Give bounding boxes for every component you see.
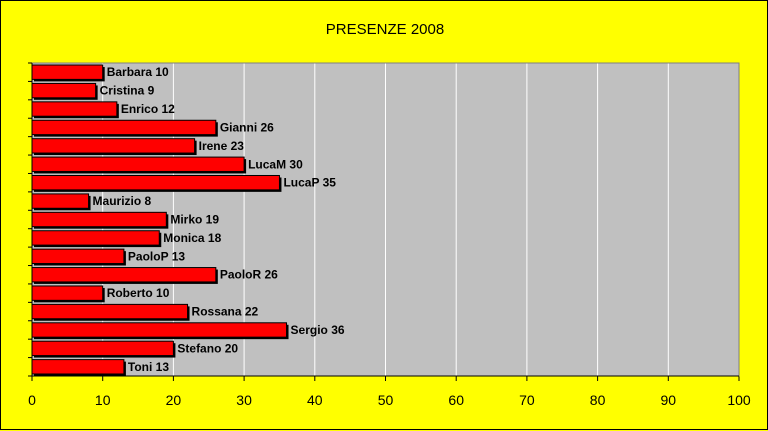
data-label: Roberto 10 xyxy=(107,286,170,300)
data-label: Gianni 26 xyxy=(220,120,274,134)
bar-sergio xyxy=(31,322,288,338)
x-tick-label: 10 xyxy=(95,392,111,408)
data-label: LucaP 35 xyxy=(283,176,336,190)
data-label: Stefano 20 xyxy=(177,341,238,355)
chart-title: PRESENZE 2008 xyxy=(326,21,444,38)
data-label: PaoloR 26 xyxy=(220,268,278,282)
x-tick-label: 50 xyxy=(378,392,394,408)
data-label: Maurizio 8 xyxy=(93,194,152,208)
bar-lucap xyxy=(31,174,280,191)
bar-maurizio xyxy=(31,193,90,209)
data-label: Toni 13 xyxy=(128,360,169,374)
data-label: Cristina 9 xyxy=(100,84,155,98)
bar-lucam xyxy=(31,156,245,172)
bar-mirko xyxy=(31,211,167,228)
data-label: Sergio 36 xyxy=(291,323,345,337)
x-tick-label: 100 xyxy=(727,392,751,408)
bar-enrico xyxy=(31,101,118,117)
bar-monica xyxy=(31,230,160,246)
bars xyxy=(31,64,289,376)
x-tick-label: 70 xyxy=(519,392,535,408)
data-label: Enrico 12 xyxy=(121,102,175,116)
bar-paolop xyxy=(31,248,125,265)
bar-labels: Barbara 10 Cristina 9 Enrico 12 Gianni 26 Ir… xyxy=(93,65,345,374)
x-tick-label: 80 xyxy=(590,392,606,408)
data-label: PaoloP 13 xyxy=(128,249,185,263)
bar-gianni xyxy=(31,119,217,136)
bar-rossana xyxy=(31,303,189,320)
bar-irene xyxy=(31,138,196,154)
x-tick-label: 30 xyxy=(236,392,252,408)
x-tick-label: 40 xyxy=(307,392,323,408)
data-label: Monica 18 xyxy=(163,231,221,245)
data-label: Barbara 10 xyxy=(107,65,169,79)
x-tick-label: 60 xyxy=(448,392,464,408)
data-label: Irene 23 xyxy=(199,139,245,153)
bar-cristina xyxy=(31,82,97,99)
bar-toni xyxy=(31,359,125,375)
bar-stefano xyxy=(31,340,174,357)
data-label: Rossana 22 xyxy=(192,305,259,319)
x-axis: 0 10 20 30 40 50 60 70 80 90 100 xyxy=(28,62,751,408)
x-tick-label: 0 xyxy=(28,392,36,408)
x-tick-label: 20 xyxy=(166,392,182,408)
bar-barbara xyxy=(31,64,104,80)
data-label: LucaM 30 xyxy=(248,157,303,171)
bar-paolor xyxy=(31,267,217,283)
x-tick-label: 90 xyxy=(661,392,677,408)
bar-roberto xyxy=(31,285,104,301)
data-label: Mirko 19 xyxy=(170,213,219,227)
